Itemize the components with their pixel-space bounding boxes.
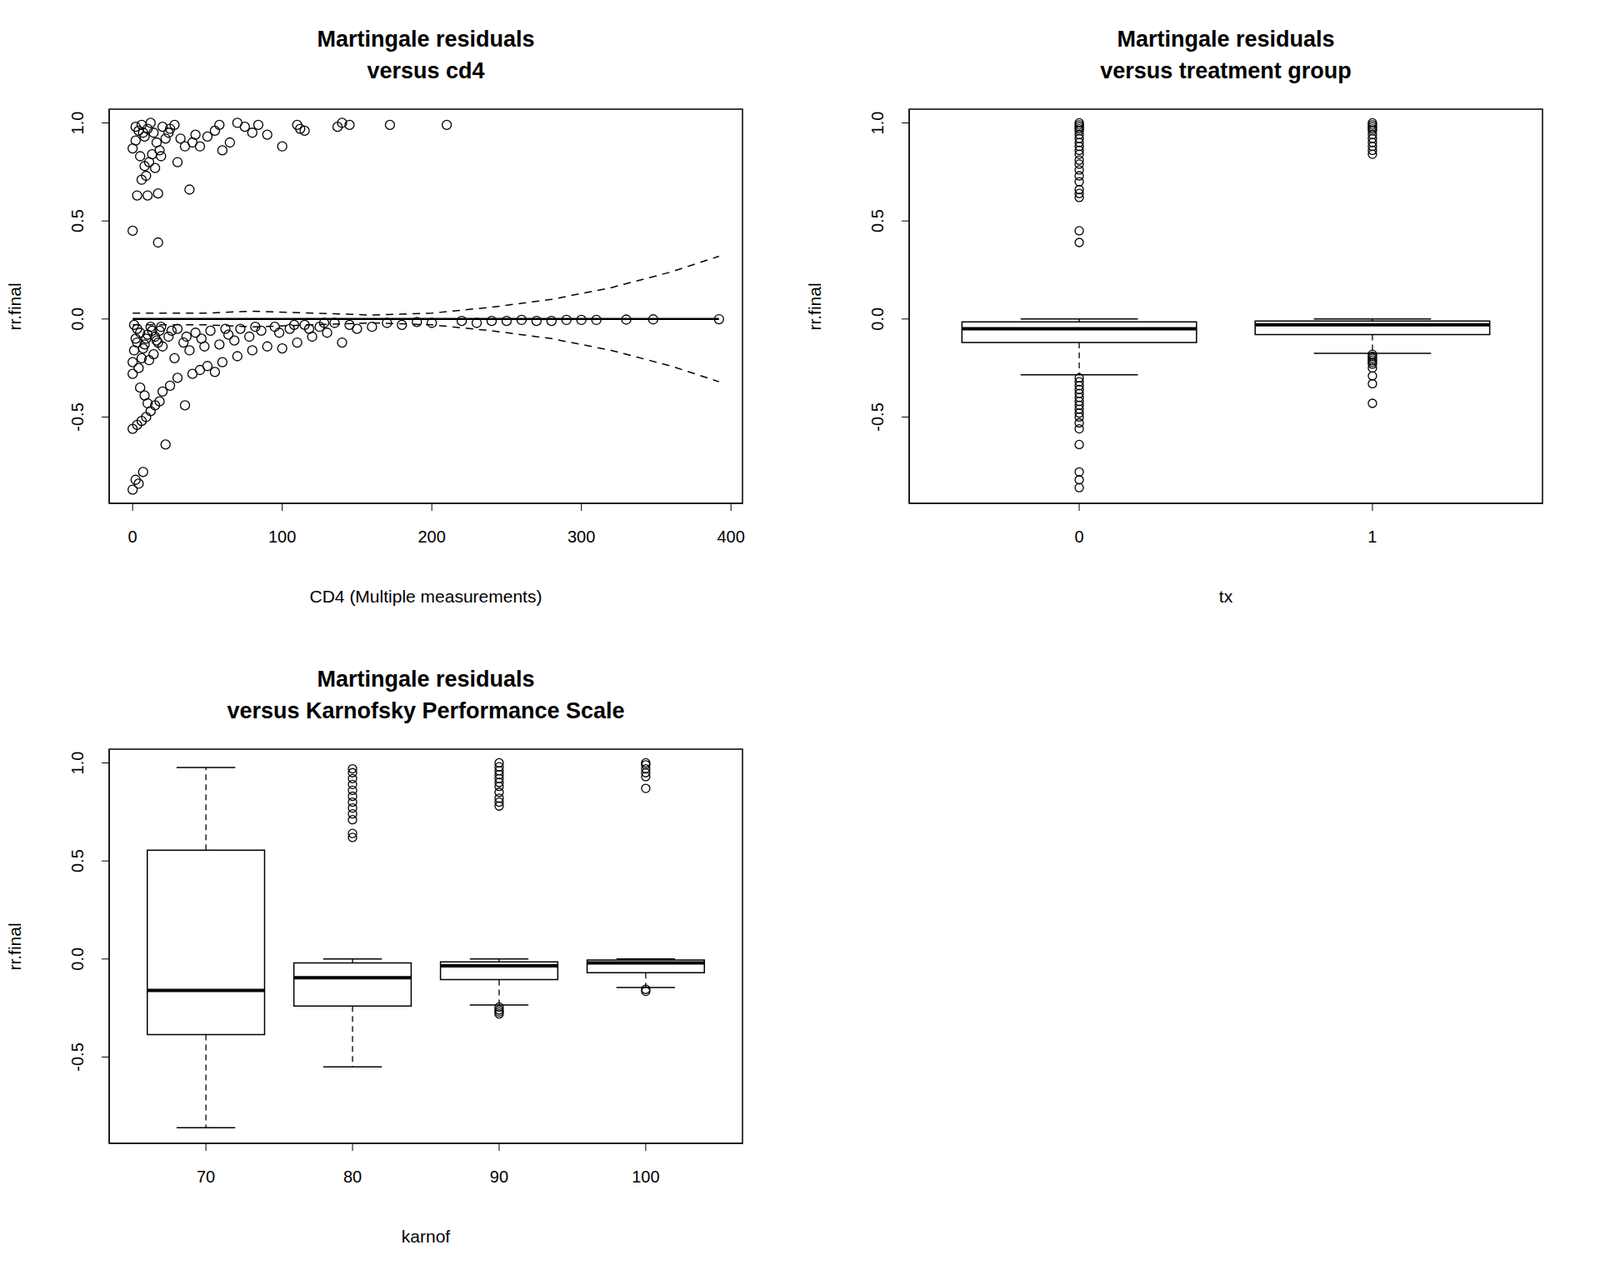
svg-text:1: 1 [1367,527,1377,546]
svg-text:0.0: 0.0 [68,307,87,331]
svg-text:400: 400 [716,527,745,546]
svg-text:100: 100 [268,527,296,546]
svg-text:100: 100 [631,1167,660,1186]
html-text:Martingale residuals: Martingale residuals [317,666,535,692]
html-text:karnof: karnof [401,1226,451,1246]
svg-text:0.5: 0.5 [68,849,87,873]
html-text:CD4 (Multiple measurements): CD4 (Multiple measurements) [309,586,543,606]
svg-text:0.0: 0.0 [868,307,887,331]
svg-text:0.0: 0.0 [68,947,87,971]
svg-text:-0.5: -0.5 [868,402,887,431]
html-text:versus cd4: versus cd4 [367,58,485,84]
html-text:rr.final: rr.final [5,282,25,331]
html-text:rr.final: rr.final [805,282,825,331]
html-text:rr.final: rr.final [5,922,25,971]
html-text:Martingale residuals: Martingale residuals [1117,26,1335,52]
svg-text:0: 0 [128,527,138,546]
svg-text:300: 300 [567,527,595,546]
html-text:tx: tx [1219,586,1233,606]
html-text:versus Karnofsky Performance S: versus Karnofsky Performance Scale [227,698,625,724]
svg-text:1.0: 1.0 [868,111,887,135]
svg-text:200: 200 [417,527,445,546]
svg-text:90: 90 [490,1167,509,1186]
html-text:Martingale residuals: Martingale residuals [317,26,535,52]
svg-text:-0.5: -0.5 [68,1042,87,1071]
svg-text:1.0: 1.0 [68,751,87,775]
svg-text:-0.5: -0.5 [68,402,87,431]
html-text:versus treatment group: versus treatment group [1100,58,1352,84]
svg-text:0: 0 [1075,527,1085,546]
svg-text:80: 80 [343,1167,362,1186]
svg-text:0.5: 0.5 [868,209,887,233]
svg-text:70: 70 [196,1167,215,1186]
svg-text:0.5: 0.5 [68,209,87,233]
svg-text:1.0: 1.0 [68,111,87,135]
